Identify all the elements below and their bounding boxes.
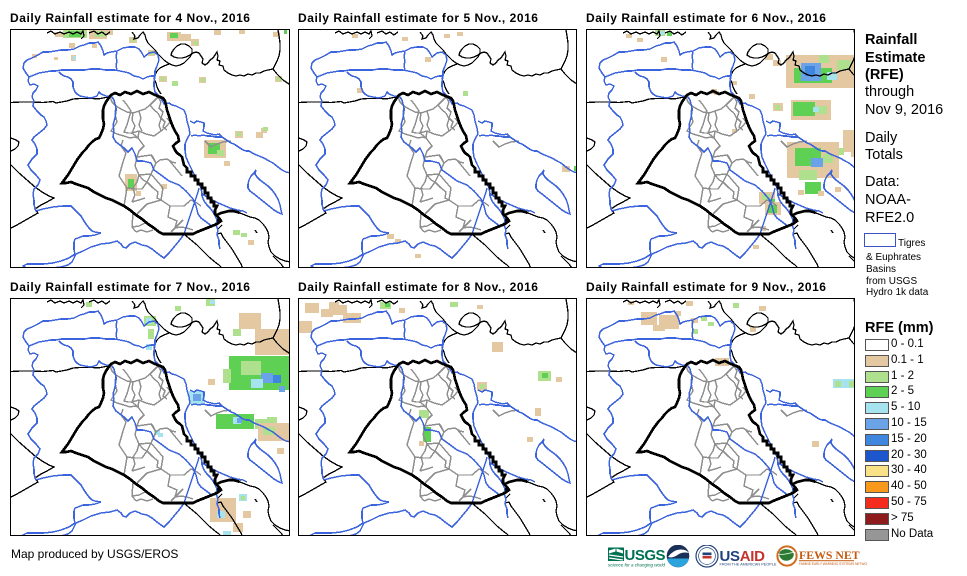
svg-text:FROM THE AMERICAN PEOPLE: FROM THE AMERICAN PEOPLE bbox=[720, 563, 777, 567]
svg-text:FAMINE EARLY WARNING SYSTEMS N: FAMINE EARLY WARNING SYSTEMS NETWORK bbox=[799, 562, 867, 566]
svg-text:FEWS NET: FEWS NET bbox=[799, 548, 860, 562]
svg-text:science for a changing world: science for a changing world bbox=[608, 563, 666, 568]
svg-text:USAID: USAID bbox=[720, 548, 766, 565]
svg-text:USGS: USGS bbox=[625, 547, 666, 564]
